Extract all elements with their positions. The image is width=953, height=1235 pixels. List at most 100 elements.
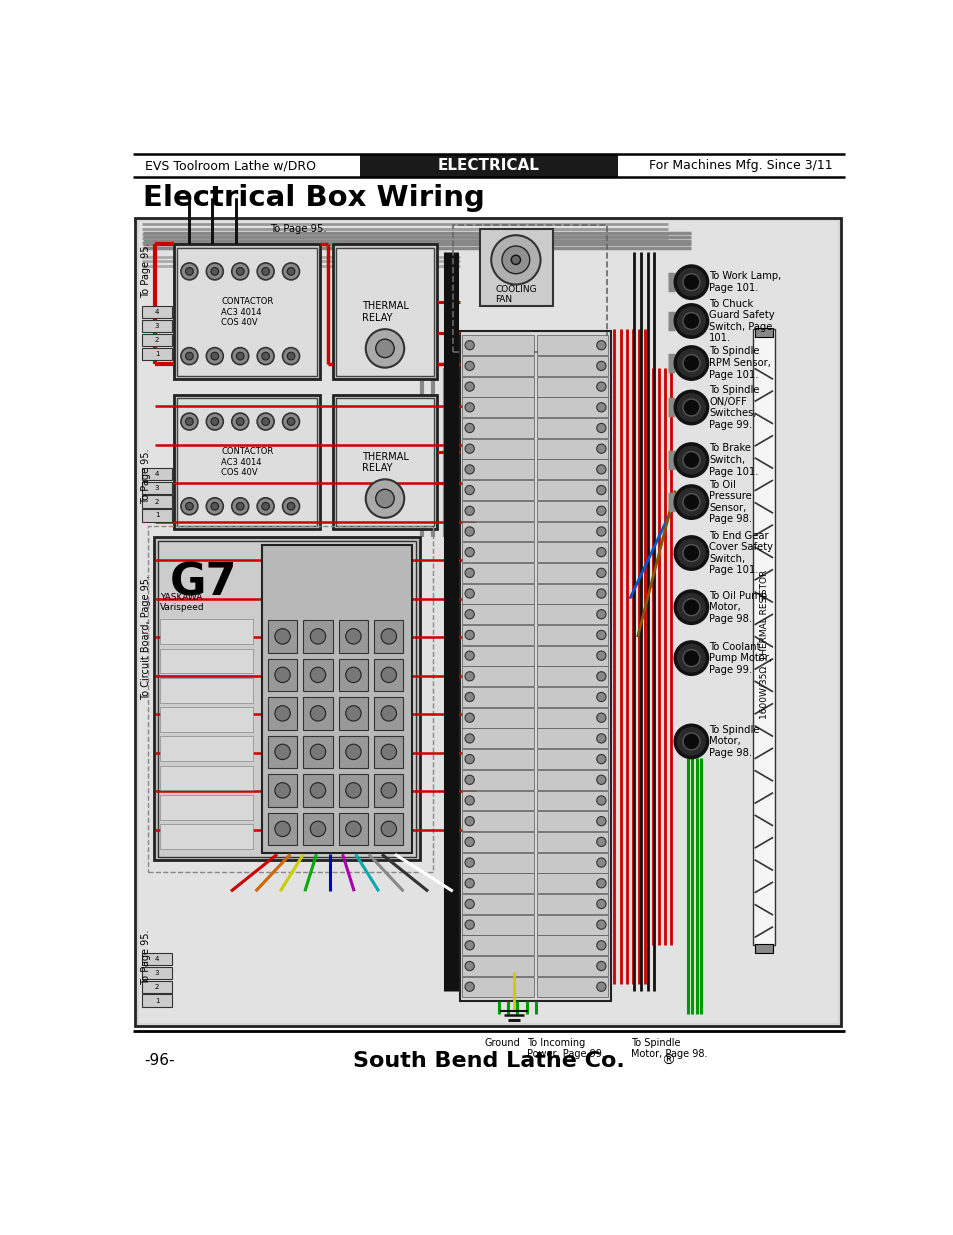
Bar — [461, 419, 533, 438]
Circle shape — [675, 266, 707, 299]
Circle shape — [596, 795, 605, 805]
Bar — [160, 824, 253, 848]
Circle shape — [596, 941, 605, 950]
Bar — [336, 398, 434, 526]
Bar — [374, 813, 403, 845]
Circle shape — [596, 899, 605, 909]
Bar — [537, 687, 608, 706]
Text: To Brake
Switch,
Page 101.: To Brake Switch, Page 101. — [708, 443, 758, 477]
Circle shape — [596, 837, 605, 846]
Bar — [461, 438, 533, 458]
Bar — [268, 774, 297, 806]
Bar — [268, 736, 297, 768]
Circle shape — [282, 412, 299, 430]
Bar — [461, 873, 533, 893]
Circle shape — [464, 464, 474, 474]
Bar — [537, 750, 608, 769]
Circle shape — [596, 589, 605, 598]
Circle shape — [287, 352, 294, 359]
Circle shape — [596, 816, 605, 826]
Bar — [141, 482, 172, 494]
Bar — [303, 813, 333, 845]
Bar — [461, 459, 533, 479]
Circle shape — [491, 235, 540, 284]
Circle shape — [464, 837, 474, 846]
Circle shape — [274, 745, 290, 760]
Circle shape — [310, 745, 325, 760]
Bar — [135, 217, 840, 1026]
Bar — [160, 708, 253, 732]
Bar — [537, 563, 608, 583]
Circle shape — [464, 920, 474, 929]
Circle shape — [464, 403, 474, 412]
Bar — [141, 320, 172, 332]
Circle shape — [274, 821, 290, 836]
Bar — [160, 766, 253, 790]
Text: To Spindle
Motor, Page 98.: To Spindle Motor, Page 98. — [630, 1037, 706, 1060]
Circle shape — [464, 878, 474, 888]
Text: 4: 4 — [154, 956, 159, 962]
Circle shape — [464, 547, 474, 557]
Circle shape — [287, 503, 294, 510]
Circle shape — [464, 693, 474, 701]
Bar — [537, 852, 608, 873]
Bar — [752, 330, 774, 945]
Bar — [333, 245, 436, 379]
Circle shape — [596, 630, 605, 640]
Circle shape — [345, 705, 361, 721]
Text: COOLING
FAN: COOLING FAN — [495, 285, 537, 304]
Circle shape — [596, 568, 605, 578]
Circle shape — [464, 630, 474, 640]
Circle shape — [236, 503, 244, 510]
Bar — [374, 774, 403, 806]
Circle shape — [381, 745, 396, 760]
Bar — [461, 398, 533, 417]
Text: 1: 1 — [154, 513, 159, 519]
Circle shape — [206, 412, 223, 430]
Circle shape — [596, 713, 605, 722]
Circle shape — [682, 650, 700, 667]
Circle shape — [464, 445, 474, 453]
Bar — [141, 981, 172, 993]
Text: To Oil
Pressure
Sensor,
Page 98.: To Oil Pressure Sensor, Page 98. — [708, 479, 752, 525]
Bar — [268, 698, 297, 730]
Circle shape — [682, 399, 700, 416]
Bar — [160, 620, 253, 645]
Bar — [141, 347, 172, 359]
Bar — [336, 247, 434, 377]
Circle shape — [511, 256, 520, 264]
Text: Electrical Box Wiring: Electrical Box Wiring — [143, 184, 484, 212]
Text: THERMAL
RELAY: THERMAL RELAY — [361, 452, 408, 473]
Circle shape — [232, 498, 249, 515]
Bar — [141, 306, 172, 319]
Bar — [461, 646, 533, 666]
Bar — [461, 769, 533, 790]
Circle shape — [310, 667, 325, 683]
Circle shape — [310, 705, 325, 721]
Circle shape — [257, 263, 274, 280]
Circle shape — [282, 347, 299, 364]
Bar — [141, 495, 172, 508]
Circle shape — [501, 246, 529, 274]
Circle shape — [682, 494, 700, 510]
Circle shape — [596, 506, 605, 515]
Bar — [303, 736, 333, 768]
Bar — [268, 813, 297, 845]
Text: Ground: Ground — [484, 1037, 519, 1047]
Circle shape — [464, 651, 474, 661]
Circle shape — [274, 667, 290, 683]
Circle shape — [211, 268, 218, 275]
Text: To End Gear
Cover Safety
Switch,
Page 101.: To End Gear Cover Safety Switch, Page 10… — [708, 531, 772, 576]
Bar — [537, 521, 608, 541]
Circle shape — [464, 734, 474, 743]
Bar — [141, 994, 172, 1007]
Circle shape — [464, 961, 474, 971]
Circle shape — [464, 858, 474, 867]
Circle shape — [287, 268, 294, 275]
Circle shape — [181, 263, 197, 280]
Text: To Circuit Board, Page 95.: To Circuit Board, Page 95. — [141, 576, 152, 700]
Circle shape — [675, 305, 707, 337]
Circle shape — [464, 713, 474, 722]
Bar — [537, 915, 608, 935]
Circle shape — [365, 330, 404, 368]
